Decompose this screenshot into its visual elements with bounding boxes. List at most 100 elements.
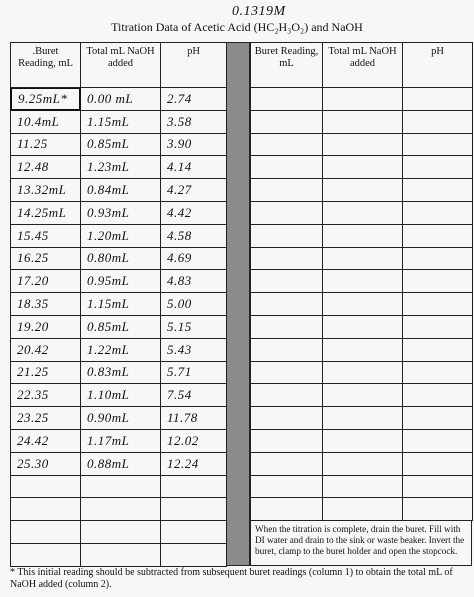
data-cell: 12.02 <box>160 429 227 453</box>
data-cell: 4.69 <box>160 246 227 271</box>
data-cell: 0.00 mL <box>80 87 161 111</box>
empty-cell <box>250 155 323 180</box>
empty-cell <box>250 223 323 248</box>
data-cell: 1.22mL <box>80 337 161 362</box>
empty-cell <box>322 337 403 362</box>
data-cell: 17.20 <box>10 269 81 294</box>
empty-cell <box>402 201 473 225</box>
empty-cell <box>250 246 323 271</box>
data-cell: 16.25 <box>10 246 81 271</box>
empty-cell <box>250 337 323 362</box>
data-cell: 0.84mL <box>80 178 161 202</box>
empty-cell <box>80 543 161 567</box>
empty-cell <box>402 178 473 202</box>
empty-cell <box>322 201 403 225</box>
empty-cell <box>250 269 323 294</box>
data-cell: 10.4mL <box>10 109 81 134</box>
data-cell: 20.42 <box>10 337 81 362</box>
empty-cell <box>322 497 403 522</box>
empty-cell <box>160 474 227 499</box>
data-cell: 14.25mL <box>10 201 81 225</box>
empty-cell <box>322 429 403 453</box>
empty-cell <box>402 429 473 453</box>
data-cell: 1.15mL <box>80 109 161 134</box>
footnote: * This initial reading should be subtrac… <box>10 567 453 590</box>
data-cell: 11.78 <box>160 406 227 430</box>
data-cell: 13.32mL <box>10 178 81 202</box>
empty-cell <box>322 223 403 248</box>
data-cell: 0.90mL <box>80 406 161 430</box>
empty-cell <box>10 543 81 567</box>
data-cell: 11.25 <box>10 132 81 157</box>
data-cell: 4.14 <box>160 155 227 180</box>
empty-cell <box>250 201 323 225</box>
data-cell: 5.71 <box>160 360 227 385</box>
empty-cell <box>322 155 403 180</box>
empty-cell <box>160 543 227 567</box>
empty-cell <box>402 223 473 248</box>
column-header: Total mL NaOH added <box>322 42 403 88</box>
data-cell: 9.25mL* <box>10 87 81 111</box>
empty-cell <box>250 474 323 499</box>
data-cell: 25.30 <box>10 451 81 476</box>
data-cell: 19.20 <box>10 315 81 339</box>
empty-cell <box>250 178 323 202</box>
empty-cell <box>322 360 403 385</box>
empty-cell <box>322 178 403 202</box>
data-cell: 12.24 <box>160 451 227 476</box>
empty-cell <box>10 497 81 522</box>
empty-cell <box>402 451 473 476</box>
data-cell: 0.85mL <box>80 132 161 157</box>
empty-cell <box>402 155 473 180</box>
data-cell: 5.00 <box>160 292 227 316</box>
data-cell: 1.10mL <box>80 383 161 408</box>
empty-cell <box>322 451 403 476</box>
data-cell: 15.45 <box>10 223 81 248</box>
divider-column <box>226 42 250 566</box>
data-cell: 2.74 <box>160 87 227 111</box>
empty-cell <box>402 497 473 522</box>
empty-cell <box>322 109 403 134</box>
empty-cell <box>80 520 161 544</box>
empty-cell <box>322 406 403 430</box>
data-cell: 3.90 <box>160 132 227 157</box>
empty-cell <box>250 497 323 522</box>
empty-cell <box>322 292 403 316</box>
data-cell: 21.25 <box>10 360 81 385</box>
empty-cell <box>250 292 323 316</box>
data-cell: 1.20mL <box>80 223 161 248</box>
data-cell: 18.35 <box>10 292 81 316</box>
empty-cell <box>322 132 403 157</box>
data-cell: 0.88mL <box>80 451 161 476</box>
data-cell: 4.58 <box>160 223 227 248</box>
empty-cell <box>402 406 473 430</box>
data-cell: 24.42 <box>10 429 81 453</box>
empty-cell <box>322 246 403 271</box>
data-cell: 4.42 <box>160 201 227 225</box>
empty-cell <box>402 132 473 157</box>
empty-cell <box>402 87 473 111</box>
empty-cell <box>402 383 473 408</box>
instructions: When the titration is complete, drain th… <box>250 520 472 566</box>
empty-cell <box>80 474 161 499</box>
data-cell: 1.17mL <box>80 429 161 453</box>
empty-cell <box>250 109 323 134</box>
data-cell: 1.15mL <box>80 292 161 316</box>
empty-cell <box>250 87 323 111</box>
data-cell: 7.54 <box>160 383 227 408</box>
empty-cell <box>250 451 323 476</box>
column-header: Total mL NaOH added <box>80 42 161 88</box>
empty-cell <box>402 360 473 385</box>
column-header: .Buret Reading, mL <box>10 42 81 88</box>
data-cell: 4.83 <box>160 269 227 294</box>
data-cell: 0.95mL <box>80 269 161 294</box>
data-cell: 3.58 <box>160 109 227 134</box>
column-header: pH <box>402 42 473 88</box>
column-header: Buret Reading, mL <box>250 42 323 88</box>
data-cell: 5.15 <box>160 315 227 339</box>
empty-cell <box>402 109 473 134</box>
empty-cell <box>250 132 323 157</box>
empty-cell <box>322 269 403 294</box>
empty-cell <box>250 360 323 385</box>
